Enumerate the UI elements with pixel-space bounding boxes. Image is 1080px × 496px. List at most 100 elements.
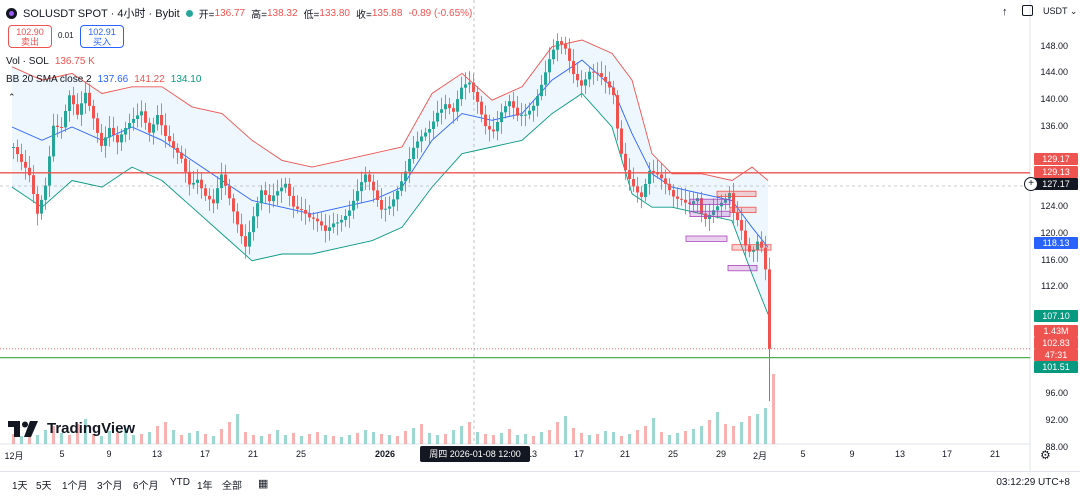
candle-body: [588, 71, 591, 80]
volume-bar: [364, 430, 367, 444]
candle-body: [176, 147, 179, 153]
candle-body: [204, 188, 207, 196]
volume-bar: [492, 435, 495, 444]
clock-timezone[interactable]: 03:12:29 UTC+8: [996, 477, 1070, 488]
candle-body: [612, 87, 615, 96]
candle-body: [268, 195, 271, 202]
candle-body: [724, 198, 727, 203]
candle-body: [552, 49, 555, 60]
price-tag: 101.51: [1034, 361, 1078, 373]
candle-body: [732, 193, 735, 213]
candle-body: [568, 48, 571, 61]
time-tick-label: 25: [667, 449, 679, 459]
candle-body: [180, 152, 183, 159]
candle-body: [348, 210, 351, 216]
candle-body: [528, 110, 531, 115]
candle-body: [736, 212, 739, 221]
candle-body: [476, 92, 479, 102]
volume-bar: [652, 418, 655, 444]
candle-body: [592, 71, 595, 73]
price-tag: 127.17: [1034, 178, 1078, 190]
range-button[interactable]: YTD: [170, 477, 190, 488]
candle-body: [512, 101, 515, 108]
range-button[interactable]: 全部: [222, 481, 242, 492]
candle-body: [252, 216, 255, 233]
add-alert-plus-icon[interactable]: +: [1024, 177, 1038, 191]
volume-bar: [500, 433, 503, 444]
symbol-title[interactable]: SOLUSDT SPOT · 4小时 · Bybit: [23, 8, 180, 20]
candle-body: [504, 106, 507, 113]
candle-body: [36, 194, 39, 214]
candle-body: [496, 122, 499, 132]
bollinger-basis-value: 137.66: [97, 74, 129, 85]
candle-body: [532, 105, 535, 111]
candle-body: [264, 190, 267, 195]
order-block-box: [729, 206, 757, 213]
date-range-calendar-icon[interactable]: ▦: [258, 478, 269, 490]
currency-selector[interactable]: USDT ⌄: [1043, 6, 1078, 16]
buy-label: 买入: [92, 37, 111, 47]
solana-logo-icon: [6, 7, 17, 19]
candle-body: [580, 80, 583, 86]
volume-bar: [76, 424, 79, 444]
volume-bar: [124, 428, 127, 444]
range-button[interactable]: 1年: [197, 481, 213, 492]
order-block-box: [727, 264, 758, 272]
price-tick-label: 92.00: [1045, 415, 1068, 426]
price-tag: 129.13: [1034, 166, 1078, 178]
candle-body: [152, 124, 155, 133]
volume-bar: [172, 430, 175, 444]
volume-bar: [372, 432, 375, 444]
candle-body: [680, 198, 683, 200]
volume-bar: [668, 435, 671, 444]
arrow-up-icon[interactable]: ↑: [1002, 6, 1008, 18]
low-label: 低=: [303, 9, 320, 21]
range-button[interactable]: 1天: [12, 481, 28, 492]
candle-body: [420, 136, 423, 142]
volume-bar: [28, 432, 31, 444]
volume-bar: [596, 434, 599, 444]
volume-legend[interactable]: Vol · SOL 136.75 K: [6, 56, 95, 67]
candle-body: [472, 82, 475, 92]
volume-bar: [748, 416, 751, 444]
volume-bar: [276, 430, 279, 444]
sell-button[interactable]: 102.90 卖出: [8, 25, 52, 48]
chart-settings-gear-icon[interactable]: ⚙: [1040, 448, 1051, 462]
range-button[interactable]: 6个月: [133, 481, 159, 492]
candle-body: [68, 95, 71, 111]
volume-bar: [36, 435, 39, 444]
candle-body: [364, 174, 367, 183]
range-button[interactable]: 3个月: [97, 481, 123, 492]
volume-bar: [252, 435, 255, 444]
candle-body: [436, 112, 439, 122]
candle-body: [96, 118, 99, 133]
order-block-box: [716, 190, 757, 197]
volume-bar: [444, 434, 447, 444]
volume-bar: [396, 436, 399, 444]
candle-body: [640, 192, 643, 197]
buy-button[interactable]: 102.91 买入: [80, 25, 124, 48]
volume-bar: [284, 435, 287, 444]
candle-body: [572, 61, 575, 75]
price-tick-label: 120.00: [1040, 227, 1068, 238]
fullscreen-icon[interactable]: [1022, 5, 1033, 16]
candle-body: [740, 220, 743, 231]
bollinger-legend[interactable]: BB 20 SMA close 2 137.66 141.22 134.10: [6, 74, 201, 85]
volume-bar: [300, 436, 303, 444]
candle-body: [712, 210, 715, 215]
candle-body: [584, 79, 587, 86]
candle-body: [320, 221, 323, 226]
candle-body: [32, 175, 35, 194]
candle-body: [140, 111, 143, 116]
range-button[interactable]: 1个月: [62, 481, 88, 492]
volume-bar: [148, 432, 151, 444]
candle-body: [524, 114, 527, 116]
candle-body: [548, 59, 551, 73]
time-tick-label: 13: [151, 449, 163, 459]
candle-body: [444, 104, 447, 110]
range-button[interactable]: 5天: [36, 481, 52, 492]
collapse-legend-chevron-icon[interactable]: ⌃: [8, 92, 16, 102]
volume-bar: [756, 414, 759, 444]
candle-body: [540, 84, 543, 97]
